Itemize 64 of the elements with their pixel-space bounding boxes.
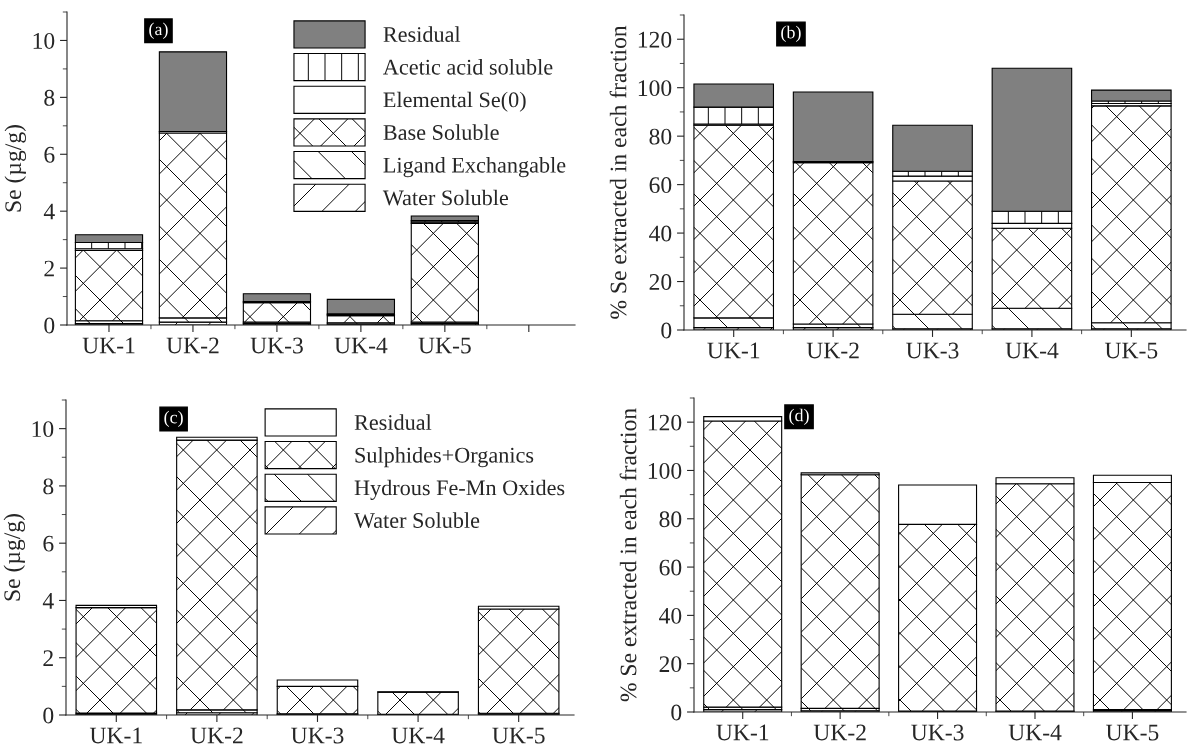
y-tick-label: 80 [649, 128, 672, 145]
legend-label: Hydrous Fe-Mn Oxides [354, 479, 565, 500]
x-tick-label: UK-3 [291, 727, 344, 744]
y-axis-title: Se (µg/g) [3, 514, 26, 601]
annotation: (a) [149, 22, 168, 39]
y-tick-label: 4 [42, 593, 54, 609]
x-tick-label: UK-4 [1008, 724, 1062, 741]
x-tick-label: UK-2 [806, 342, 859, 359]
y-axis-title: % Se extracted in each fraction [609, 25, 627, 319]
y-tick-label: 60 [659, 559, 682, 576]
legend-label: Acetic acid soluble [383, 59, 553, 75]
legend-label: Residual [354, 414, 432, 430]
x-tick-label: UK-3 [911, 724, 964, 741]
y-tick-label: 60 [649, 177, 672, 194]
y-tick-label: 100 [648, 462, 682, 479]
legend-label: Ligand Exchangable [383, 157, 566, 178]
legend-label: Water Soluble [382, 189, 509, 206]
legend-label: Elemental Se(0) [383, 91, 526, 112]
legend-label: Sulphides+Organics [355, 447, 534, 468]
x-tick-label: UK-2 [166, 337, 219, 354]
legend-label: Water Soluble [354, 512, 480, 529]
annotation: (d) [789, 408, 809, 426]
legend-label: Base Soluble [383, 124, 499, 140]
x-tick-label: UK-5 [492, 727, 545, 744]
y-axis-title: Se (µg/g) [4, 125, 27, 212]
y-tick-label: 80 [659, 511, 682, 528]
y-tick-label: 0 [671, 704, 682, 721]
x-tick-label: UK-1 [707, 342, 760, 359]
annotation: (b) [781, 25, 801, 43]
y-tick-label: 6 [44, 146, 55, 163]
y-tick-label: 2 [43, 650, 53, 666]
y-tick-label: 100 [638, 80, 672, 97]
y-tick-label: 120 [638, 31, 672, 48]
y-tick-label: 8 [43, 478, 54, 495]
x-tick-label: UK-3 [906, 342, 959, 359]
x-tick-label: UK-1 [82, 337, 135, 354]
x-tick-label: UK-3 [250, 337, 303, 354]
y-tick-label: 10 [32, 421, 54, 438]
x-tick-label: UK-2 [190, 727, 243, 744]
y-tick-label: 0 [44, 317, 55, 334]
y-axis-title: % Se extracted in each fraction [619, 408, 637, 702]
y-tick-label: 8 [44, 89, 55, 106]
y-tick-label: 0 [661, 322, 672, 339]
x-tick-label: UK-1 [89, 727, 142, 744]
x-tick-label: UK-1 [716, 724, 769, 741]
annotation: (c) [164, 410, 183, 428]
x-tick-label: UK-4 [334, 337, 388, 354]
y-tick-label: 40 [659, 607, 682, 624]
y-tick-label: 4 [43, 203, 55, 220]
x-tick-label: UK-5 [1106, 724, 1159, 741]
legend-label: Residual [383, 26, 461, 42]
y-tick-label: 20 [659, 656, 682, 673]
y-tick-label: 20 [649, 274, 672, 290]
y-tick-label: 120 [648, 414, 682, 431]
y-tick-label: 10 [33, 32, 55, 49]
y-tick-label: 6 [43, 535, 54, 552]
x-tick-label: UK-4 [391, 727, 445, 744]
y-tick-label: 40 [649, 225, 672, 242]
x-tick-label: UK-4 [1005, 342, 1059, 359]
y-tick-label: 0 [43, 707, 54, 724]
x-tick-label: UK-5 [418, 337, 471, 354]
x-tick-label: UK-2 [813, 724, 866, 741]
y-tick-label: 2 [44, 260, 54, 277]
x-tick-label: UK-5 [1104, 342, 1158, 359]
